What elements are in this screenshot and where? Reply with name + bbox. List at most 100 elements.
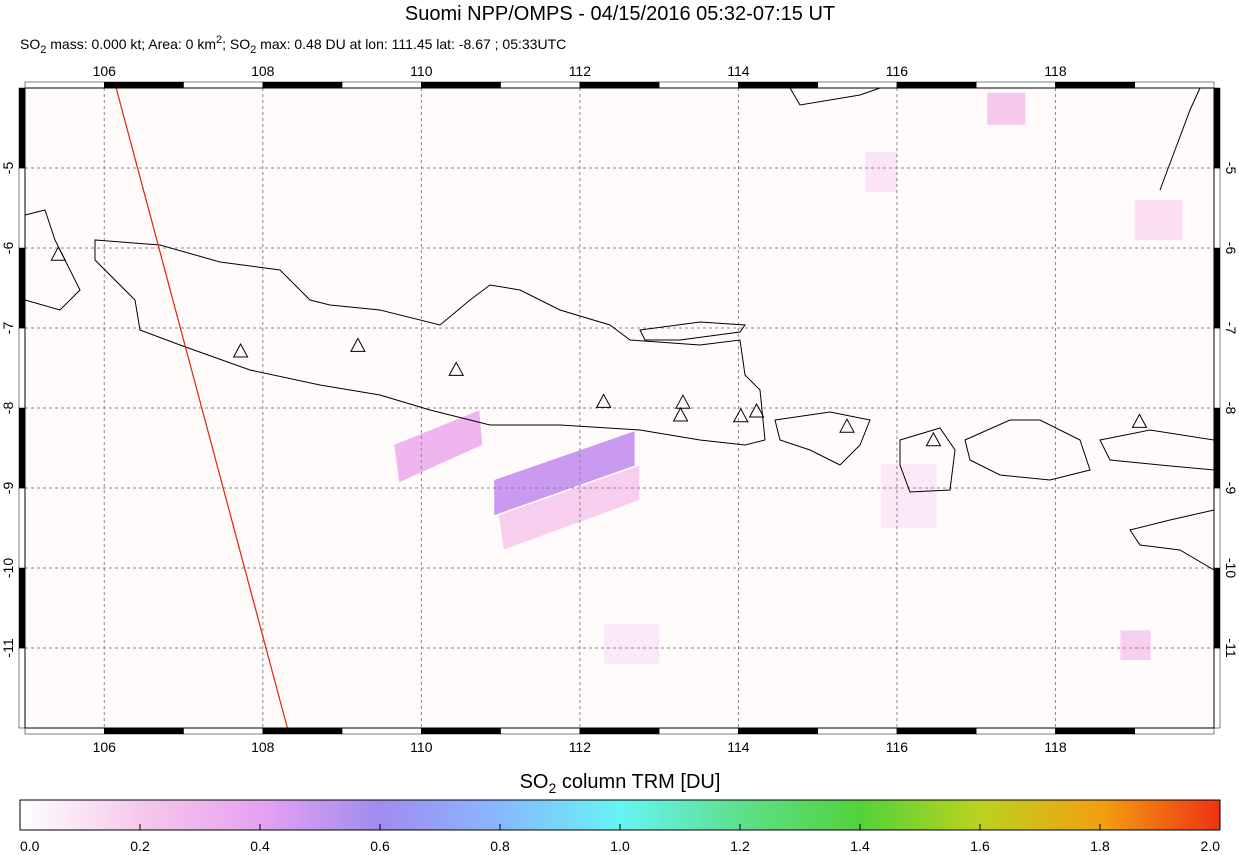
frame-bar <box>1134 81 1215 89</box>
y-tick-label: -7 <box>0 322 16 335</box>
volcano <box>748 402 765 418</box>
frame-bar <box>18 407 26 489</box>
so2-cell <box>494 431 635 516</box>
colorbar-tick-label: 1.0 <box>610 838 630 854</box>
y-tick-label: -11 <box>0 638 16 657</box>
frame-bar <box>1055 81 1135 89</box>
subtitle-part: 2 <box>250 44 256 56</box>
frame-bar <box>1134 727 1215 735</box>
frame-bar <box>18 247 26 329</box>
frame-bar <box>658 727 739 735</box>
so2-cell <box>987 92 1026 125</box>
frame-bar <box>1213 647 1221 729</box>
colorbar-tick-label: 1.4 <box>850 838 870 854</box>
colorbar-tick-label: 0.6 <box>370 838 390 854</box>
frame-bar <box>1213 487 1221 569</box>
y-tick-label: -7 <box>1223 322 1239 335</box>
y-tick-label: -9 <box>0 482 16 495</box>
frame-bar <box>1055 727 1135 735</box>
y-tick-label: -10 <box>1223 558 1239 578</box>
map-frame <box>24 87 1215 729</box>
frame-bar <box>183 81 264 89</box>
frame-bar <box>817 727 898 735</box>
frame-bar <box>104 727 184 735</box>
colorbar-tick-label: 1.2 <box>730 838 750 854</box>
coast-borneo <box>789 87 1201 191</box>
frame-bar <box>500 727 581 735</box>
colorbar-tick-label: 1.6 <box>970 838 990 854</box>
frame-bar <box>341 81 422 89</box>
y-tick-label: -6 <box>0 242 16 255</box>
so2-cell <box>603 624 660 664</box>
x-tick-label: 110 <box>410 739 433 755</box>
y-tick-label: -10 <box>0 558 16 578</box>
subtitle: SO2 mass: 0.000 kt; Area: 0 km2; SO2 max… <box>20 34 566 56</box>
frame-bar <box>658 81 739 89</box>
frame-bar <box>975 727 1056 735</box>
volcano <box>732 407 749 423</box>
colorbar-label-part: SO <box>520 771 549 793</box>
x-tick-label: 114 <box>727 63 750 79</box>
frame-bar <box>975 81 1056 89</box>
subtitle-part: 2 <box>216 34 222 46</box>
y-tick-label: -11 <box>1223 638 1239 657</box>
frame-bar <box>1213 407 1221 489</box>
y-tick-label: -5 <box>0 162 16 175</box>
title: Suomi NPP/OMPS - 04/15/2016 05:32-07:15 … <box>405 3 835 25</box>
y-tick-label: -8 <box>1223 402 1239 415</box>
x-tick-label: 108 <box>251 63 275 79</box>
frame-bar <box>1213 327 1221 409</box>
frame-bar <box>421 81 501 89</box>
so2-cell <box>881 464 937 528</box>
frame-bar <box>18 487 26 569</box>
y-tick-label: -8 <box>0 402 16 415</box>
y-tick-label: -9 <box>1223 482 1239 495</box>
coast-madura <box>639 321 746 341</box>
frame-bar <box>1213 167 1221 249</box>
coast-lombok <box>899 427 956 493</box>
coast-sumbawa <box>964 419 1091 481</box>
x-tick-label: 106 <box>93 63 117 79</box>
subtitle-part: mass: 0.000 kt; Area: 0 km <box>46 36 216 52</box>
volcano <box>232 342 249 358</box>
subtitle-part: ; SO <box>222 36 250 52</box>
frame-bar <box>18 567 26 649</box>
x-tick-label: 114 <box>727 739 750 755</box>
so2-cell <box>499 465 640 550</box>
so2-cell <box>394 410 483 483</box>
colorbar-label-part: 2 <box>549 780 557 796</box>
x-tick-label: 112 <box>569 739 592 755</box>
frame-bar <box>18 327 26 409</box>
coast-bali <box>774 411 871 466</box>
so2-cell <box>1120 630 1151 660</box>
so2-cell <box>1134 200 1183 240</box>
frame-bar <box>1213 247 1221 329</box>
x-tick-label: 118 <box>1044 739 1067 755</box>
coast-sumatra <box>24 209 81 311</box>
so2-cells <box>394 92 1183 664</box>
colorbar-tick-label: 0.0 <box>20 838 40 854</box>
grid <box>18 81 1221 735</box>
volcano <box>350 337 366 352</box>
colorbar-label-part: column TRM [DU] <box>556 771 720 793</box>
so2-cell <box>865 152 897 192</box>
frame-bar <box>1213 567 1221 649</box>
frame-bar <box>24 81 105 89</box>
frame-bar <box>18 647 26 729</box>
volcano <box>1131 413 1148 428</box>
frame-bar <box>1213 87 1221 169</box>
volcano <box>50 246 67 261</box>
subtitle-part: SO <box>20 36 40 52</box>
x-tick-label: 110 <box>410 63 433 79</box>
frame-bar <box>341 727 422 735</box>
frame-bar <box>421 727 501 735</box>
frame-bar <box>183 727 264 735</box>
frame-bar <box>24 727 105 735</box>
frame-bar <box>500 81 581 89</box>
volcano <box>839 418 855 433</box>
frame-bar <box>262 81 343 89</box>
volcano <box>675 394 691 409</box>
volcano <box>595 393 612 408</box>
frame-bar <box>579 727 660 735</box>
